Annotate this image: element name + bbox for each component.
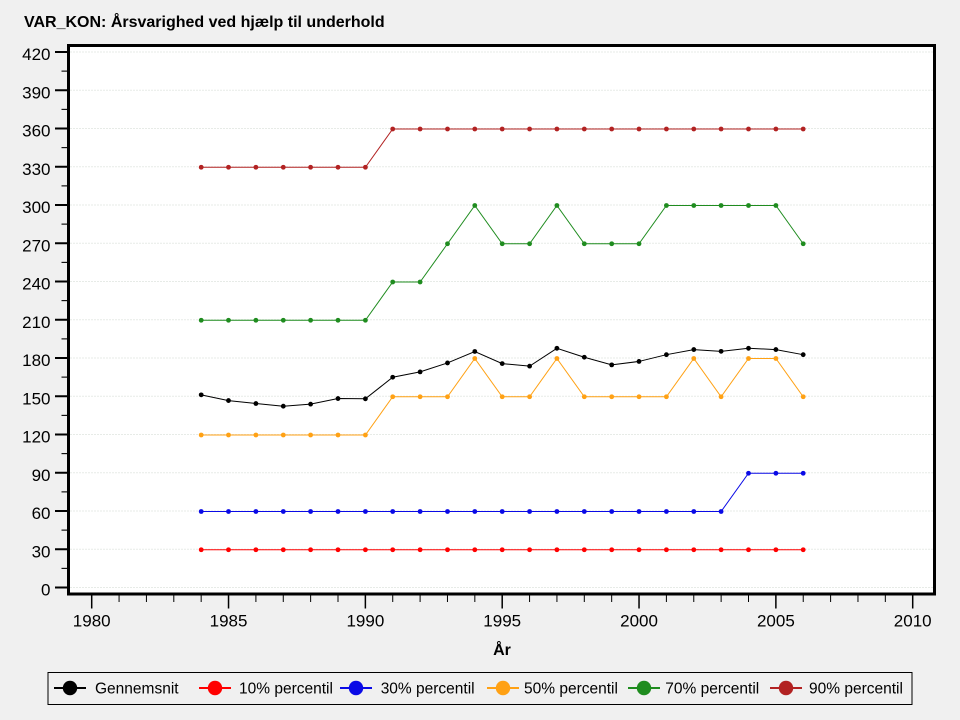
- svg-text:360: 360: [22, 122, 50, 141]
- svg-text:390: 390: [22, 83, 50, 102]
- svg-text:30% percentil: 30% percentil: [381, 681, 475, 698]
- svg-text:10% percentil: 10% percentil: [239, 681, 333, 698]
- svg-text:År: År: [493, 640, 511, 659]
- svg-text:2010: 2010: [894, 612, 932, 631]
- svg-text:300: 300: [22, 198, 50, 217]
- svg-text:90: 90: [32, 466, 51, 485]
- svg-text:330: 330: [22, 160, 50, 179]
- svg-text:70% percentil: 70% percentil: [665, 681, 759, 698]
- svg-text:30: 30: [32, 542, 51, 561]
- svg-text:240: 240: [22, 275, 50, 294]
- svg-text:150: 150: [22, 389, 50, 408]
- svg-text:50% percentil: 50% percentil: [524, 681, 618, 698]
- svg-text:180: 180: [22, 351, 50, 370]
- svg-text:1990: 1990: [346, 612, 384, 631]
- svg-text:2005: 2005: [757, 612, 795, 631]
- svg-text:210: 210: [22, 313, 50, 332]
- svg-text:0: 0: [41, 581, 50, 600]
- svg-text:1985: 1985: [210, 612, 248, 631]
- svg-text:VAR_KON: Årsvarighed ved hjælp: VAR_KON: Årsvarighed ved hjælp til under…: [24, 12, 385, 31]
- svg-text:60: 60: [32, 504, 51, 523]
- svg-text:420: 420: [22, 45, 50, 64]
- svg-text:120: 120: [22, 428, 50, 447]
- svg-text:1980: 1980: [73, 612, 111, 631]
- svg-text:270: 270: [22, 236, 50, 255]
- svg-text:90% percentil: 90% percentil: [809, 681, 903, 698]
- svg-text:2000: 2000: [620, 612, 658, 631]
- svg-text:Gennemsnit: Gennemsnit: [95, 681, 179, 698]
- svg-text:1995: 1995: [483, 612, 521, 631]
